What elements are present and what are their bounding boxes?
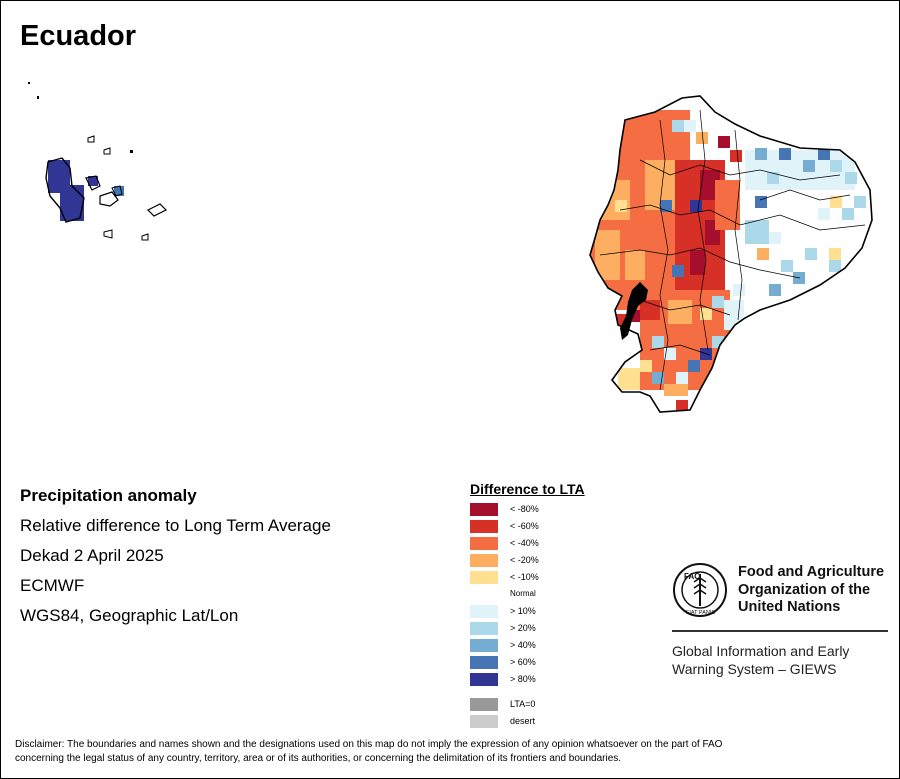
legend-item-row: Normal	[470, 586, 585, 603]
legend-extra-swatch	[470, 698, 498, 711]
legend-item-swatch	[470, 554, 498, 567]
gulf-shape	[620, 282, 648, 340]
legend-item-label: Normal	[510, 589, 536, 598]
precipitation-map	[28, 82, 873, 413]
legend-item-row: < -80%	[470, 501, 585, 518]
fao-name-line-3: United Nations	[738, 599, 841, 615]
legend-item-label: > 40%	[510, 640, 536, 650]
legend-item-swatch	[470, 605, 498, 618]
legend-item-row: > 20%	[470, 620, 585, 637]
legend-extra-label: LTA=0	[510, 699, 536, 709]
legend-item-row: < -10%	[470, 569, 585, 586]
legend-item-label: > 10%	[510, 606, 536, 616]
info-line-1: Relative difference to Long Term Average	[20, 516, 331, 535]
legend-extra-swatch	[470, 715, 498, 728]
galapagos-islands	[28, 82, 168, 241]
legend-title: Difference to LTA	[470, 481, 585, 497]
legend-item-row: > 60%	[470, 654, 585, 671]
legend-extra-row: desert	[470, 713, 585, 730]
fao-emblem-icon: FAO FIAT PANIS	[673, 563, 727, 617]
legend-item-row: > 80%	[470, 671, 585, 688]
legend-item-swatch	[470, 571, 498, 584]
legend-item-swatch	[470, 503, 498, 516]
legend-item-swatch	[470, 656, 498, 669]
legend-item-label: > 80%	[510, 674, 536, 684]
disclaimer-line-2: concerning the legal status of any count…	[15, 753, 622, 764]
legend-item-row: < -40%	[470, 535, 585, 552]
map-info: Precipitation anomaly Relative differenc…	[20, 486, 331, 636]
legend-item-row: < -20%	[470, 552, 585, 569]
legend-item-label: > 20%	[510, 623, 536, 633]
fao-divider	[672, 630, 888, 632]
legend-item-label: < -60%	[510, 521, 539, 531]
legend-item-label: < -10%	[510, 572, 539, 582]
legend-extra-label: desert	[510, 716, 536, 726]
legend-item-swatch	[470, 673, 498, 686]
legend: Difference to LTA < -80% < -60% < -40% < -2…	[470, 481, 585, 730]
legend-item-swatch	[470, 537, 498, 550]
legend-item-label: > 60%	[510, 657, 536, 667]
info-line-3: ECMWF	[20, 576, 85, 595]
legend-item-label: < -80%	[510, 504, 539, 514]
legend-item-row: > 40%	[470, 637, 585, 654]
fao-name: Food and Agriculture Organization of the…	[738, 564, 884, 617]
fao-name-line-1: Food and Agriculture	[738, 564, 885, 580]
disclaimer-line-1: Disclaimer: The boundaries and names sho…	[15, 739, 723, 750]
info-heading: Precipitation anomaly	[20, 486, 197, 505]
legend-item-label: < -20%	[510, 555, 539, 565]
fao-logo-letters: FAO	[684, 572, 700, 581]
legend-item-label: < -40%	[510, 538, 539, 548]
legend-item-row: < -60%	[470, 518, 585, 535]
map-title: Ecuador	[20, 20, 137, 52]
province-borders	[599, 109, 866, 391]
fao-logo-motto: FIAT PANIS	[686, 610, 715, 616]
giews-line-1: Global Information and Early	[672, 643, 850, 659]
legend-item-swatch	[470, 520, 498, 533]
disclaimer: Disclaimer: The boundaries and names sho…	[15, 738, 885, 766]
legend-item-swatch	[470, 622, 498, 635]
legend-rows: < -80% < -60% < -40% < -20% < -10% Normal > 10…	[470, 501, 585, 688]
legend-item-swatch	[470, 639, 498, 652]
giews-text: Global Information and Early Warning Sys…	[672, 642, 849, 678]
fao-name-line-2: Organization of the	[738, 581, 871, 598]
giews-line-2: Warning System – GIEWS	[672, 661, 837, 677]
info-line-4: WGS84, Geographic Lat/Lon	[20, 606, 239, 625]
precipitation-grid	[590, 96, 872, 412]
legend-extra-row: LTA=0	[470, 696, 585, 713]
legend-item-row: > 10%	[470, 603, 585, 620]
legend-extra: LTA=0 desert	[470, 696, 585, 730]
ecuador-outline	[589, 95, 873, 413]
info-line-2: Dekad 2 April 2025	[20, 546, 164, 565]
